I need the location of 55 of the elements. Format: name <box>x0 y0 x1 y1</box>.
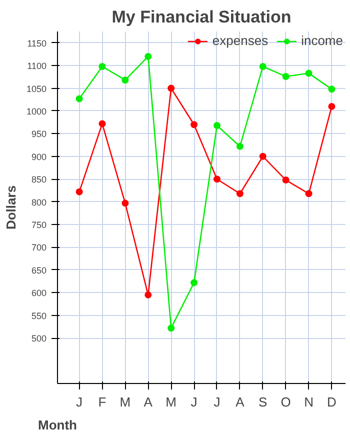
point <box>144 52 152 60</box>
point <box>236 190 244 198</box>
point <box>305 190 312 198</box>
point <box>282 176 290 184</box>
x-axis-title: Month <box>38 418 78 432</box>
x-tick-label: M <box>166 394 177 410</box>
point <box>122 76 129 84</box>
y-tick-label: 550 <box>31 310 47 321</box>
chart-title: My Financial Situation <box>112 8 292 26</box>
x-tick-label: J <box>76 394 83 410</box>
point <box>328 102 336 110</box>
point <box>144 291 152 298</box>
y-tick-label: 700 <box>31 242 47 253</box>
legend-label: expenses <box>212 33 268 48</box>
point <box>213 122 220 130</box>
point <box>98 120 106 128</box>
x-tick-label: S <box>258 394 268 410</box>
y-tick-label: 500 <box>31 334 47 344</box>
y-tick-label: 800 <box>31 197 47 208</box>
point <box>213 176 220 183</box>
x-tick-label: D <box>327 394 336 410</box>
y-tick-label: 1000 <box>26 106 47 116</box>
x-tick-label: N <box>304 394 314 410</box>
point <box>282 72 290 80</box>
y-tick-label: 900 <box>31 152 47 162</box>
point <box>328 86 336 93</box>
x-tick-label: A <box>144 394 153 410</box>
point <box>259 152 266 160</box>
point <box>236 142 244 150</box>
point <box>305 70 312 77</box>
point <box>259 62 266 70</box>
x-tick-label: M <box>120 394 131 410</box>
y-tick-label: 1150 <box>27 38 47 48</box>
y-tick-label: 1050 <box>26 84 47 94</box>
x-tick-label: O <box>280 394 291 410</box>
point <box>98 62 106 70</box>
y-tick-label: 950 <box>31 129 47 140</box>
x-tick-label: J <box>190 394 198 410</box>
point <box>122 200 129 207</box>
x-tick-label: F <box>98 394 106 410</box>
x-tick-label: J <box>214 394 220 410</box>
point <box>190 121 198 128</box>
point <box>76 188 83 196</box>
y-tick-label: 600 <box>31 288 47 298</box>
y-tick-label: 650 <box>31 265 47 276</box>
point <box>190 279 198 286</box>
x-tick-label: A <box>236 394 245 410</box>
point <box>76 95 83 102</box>
y-tick-label: 850 <box>31 174 47 185</box>
point <box>168 324 175 332</box>
y-tick-label: 750 <box>31 220 47 230</box>
y-tick-label: 1100 <box>27 61 47 72</box>
y-axis-title: Dollars <box>3 185 18 230</box>
point <box>168 84 175 92</box>
legend-label: income <box>301 33 343 48</box>
